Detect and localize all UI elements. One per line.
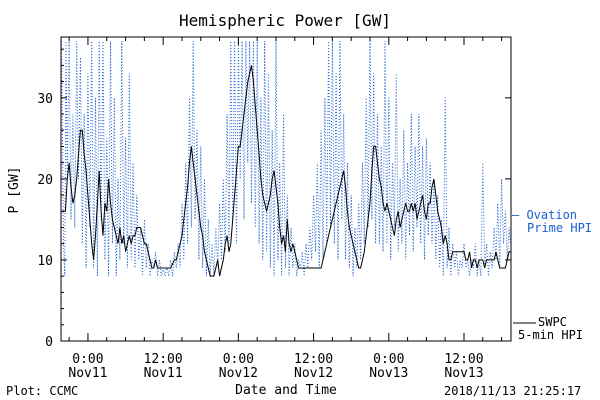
x-tick-date-label: Nov13	[369, 366, 408, 381]
x-tick-time-label: 12:00	[444, 352, 483, 367]
y-tick-label: 30	[37, 92, 53, 107]
legend-swpc: SWPC 5-min HPI	[513, 315, 583, 342]
x-axis-label: Date and Time	[235, 383, 337, 398]
x-tick-date-label: Nov13	[444, 366, 483, 381]
x-tick-date-label: Nov12	[294, 366, 333, 381]
legend-swpc-line2: 5-min HPI	[518, 328, 583, 342]
series-layer	[61, 41, 511, 277]
y-tick-label: 10	[37, 254, 53, 269]
plot-timestamp: 2018/11/13 21:25:17	[444, 384, 581, 398]
y-axis-ticks: 0 10 20 30	[37, 48, 511, 350]
x-tick-time-label: 12:00	[294, 352, 333, 367]
x-tick-date-label: Nov11	[68, 366, 107, 381]
plot-frame	[60, 36, 512, 342]
x-axis-ticks: 0:00Nov1112:00Nov110:00Nov1212:00Nov120:…	[68, 37, 503, 381]
x-tick-time-label: 0:00	[223, 352, 254, 367]
x-tick-time-label: 0:00	[72, 352, 103, 367]
y-axis-label: P [GW]	[7, 167, 22, 214]
y-tick-label: 0	[45, 335, 53, 350]
x-tick-time-label: 12:00	[144, 352, 183, 367]
x-tick-date-label: Nov11	[144, 366, 183, 381]
legend-ovation-line2: Prime HPI	[527, 221, 592, 235]
x-tick-time-label: 0:00	[373, 352, 404, 367]
legend-ovation-line1: — Ovation	[512, 208, 577, 222]
legend-swpc-line1: SWPC	[538, 315, 567, 329]
chart-title: Hemispheric Power [GW]	[179, 11, 391, 30]
plot-credit: Plot: CCMC	[6, 384, 78, 398]
y-tick-label: 20	[37, 173, 53, 188]
x-tick-date-label: Nov12	[219, 366, 258, 381]
series-swpc-line	[61, 65, 511, 277]
legend-ovation-prime: — Ovation Prime HPI	[512, 208, 592, 235]
